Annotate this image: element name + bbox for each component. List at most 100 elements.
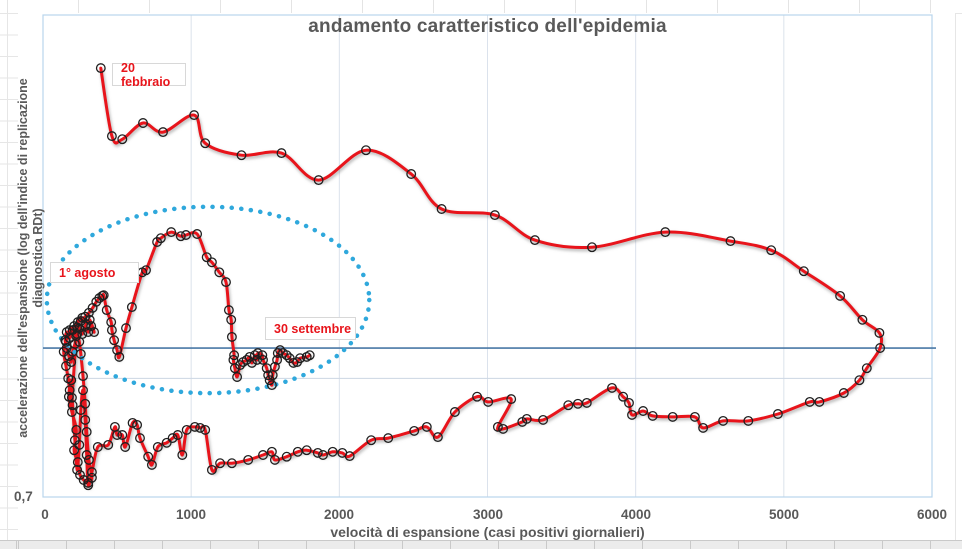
- annotation-20-febbraio[interactable]: 20 febbraio: [112, 60, 186, 89]
- data-point-marker: [80, 398, 91, 409]
- data-point-marker: [472, 391, 483, 402]
- data-point-marker: [177, 450, 188, 460]
- data-point-marker: [109, 421, 120, 432]
- x-tick-1000: 1000: [175, 507, 207, 522]
- data-point-marker: [221, 277, 231, 288]
- chart-object[interactable]: [18, 13, 955, 540]
- x-tick-2000: 2000: [323, 507, 355, 522]
- data-point-marker: [229, 350, 240, 361]
- data-point-marker: [232, 372, 243, 382]
- data-point-marker: [627, 409, 637, 420]
- data-point-marker: [226, 458, 237, 469]
- data-point-marker: [361, 145, 371, 156]
- data-point-marker: [409, 425, 420, 436]
- data-point-marker: [766, 245, 777, 256]
- data-point-marker: [214, 267, 225, 278]
- sheet-right-strip[interactable]: [955, 13, 962, 540]
- data-point-marker: [161, 437, 172, 448]
- data-point-marker: [67, 400, 78, 411]
- data-point-marker: [337, 447, 348, 458]
- data-point-marker: [86, 467, 97, 478]
- annotation-1-agosto-text: 1° agosto: [59, 265, 116, 280]
- data-point-marker: [61, 336, 71, 347]
- data-point-marker: [181, 230, 191, 240]
- data-point-marker: [295, 353, 306, 364]
- data-point-marker: [538, 414, 549, 425]
- data-point-marker: [106, 131, 117, 142]
- data-point-marker: [200, 138, 211, 149]
- x-tick-4000: 4000: [620, 507, 652, 522]
- data-point-marker: [81, 426, 92, 437]
- data-point-marker: [263, 370, 274, 381]
- data-point-marker: [101, 305, 112, 316]
- data-point-marker: [607, 382, 617, 393]
- data-point-marker: [121, 323, 131, 334]
- data-point-marker: [109, 335, 120, 346]
- sheet-bottom-cells-strip[interactable]: [0, 540, 962, 549]
- data-point-marker: [506, 394, 517, 405]
- data-point-marker: [292, 446, 303, 457]
- data-point-marker: [618, 391, 629, 402]
- data-point-marker: [483, 396, 494, 407]
- data-point-marker: [143, 451, 154, 462]
- data-point-marker: [698, 422, 709, 433]
- data-point-marker: [112, 345, 123, 356]
- highlight-ellipse: [44, 204, 372, 396]
- data-point-marker: [312, 447, 323, 458]
- data-point-marker: [327, 446, 338, 457]
- data-point-marker: [276, 148, 287, 159]
- data-point-marker: [167, 433, 178, 444]
- data-point-marker: [83, 454, 94, 465]
- data-point-marker: [814, 396, 825, 407]
- data-point-marker: [624, 397, 634, 408]
- data-point-marker: [106, 325, 117, 336]
- data-point-marker: [132, 419, 143, 430]
- data-point-marker: [798, 266, 809, 277]
- x-tick-6000: 6000: [916, 507, 948, 522]
- y-tick-0-7: 0,7: [14, 489, 33, 504]
- sheet-rows-strip[interactable]: [0, 13, 18, 540]
- plot-border: [42, 14, 933, 498]
- data-point-marker: [875, 343, 886, 353]
- data-point-marker: [175, 231, 186, 242]
- data-point-marker: [226, 314, 237, 325]
- data-point-marker: [71, 424, 82, 435]
- annotation-1-agosto[interactable]: 1° agosto: [50, 262, 139, 283]
- annotation-30-settembre[interactable]: 30 settembre: [265, 317, 356, 340]
- series-layer: [62, 66, 884, 488]
- data-point-marker: [563, 400, 574, 411]
- data-point-marker: [432, 432, 443, 443]
- data-point-marker: [95, 63, 106, 74]
- data-point-marker: [135, 433, 145, 444]
- data-point-marker: [155, 233, 166, 244]
- data-point-marker: [236, 150, 247, 161]
- x-axis-title: velocità di espansione (casi positivi gi…: [330, 524, 645, 540]
- data-point-marker: [436, 204, 447, 214]
- data-point-marker: [272, 354, 283, 365]
- data-point-marker: [226, 331, 237, 342]
- data-point-marker: [587, 242, 597, 253]
- data-point-marker: [206, 464, 217, 475]
- data-point-marker: [223, 305, 234, 316]
- data-point-marker: [69, 435, 80, 446]
- annotation-20-febbraio-text: 20 febbraio: [121, 60, 171, 89]
- data-point-marker: [126, 302, 137, 313]
- data-point-marker: [366, 435, 377, 446]
- data-point-marker: [804, 396, 815, 407]
- data-point-marker: [158, 127, 168, 138]
- data-point-marker: [206, 257, 217, 268]
- data-point-marker: [201, 252, 212, 263]
- data-point-marker: [281, 451, 292, 462]
- data-point-marker: [98, 290, 109, 301]
- data-point-marker: [772, 409, 783, 419]
- data-point-marker: [861, 363, 872, 374]
- data-point-marker: [313, 175, 324, 186]
- data-point-marker: [243, 454, 254, 465]
- data-point-marker: [80, 414, 91, 425]
- data-point-marker: [272, 348, 283, 359]
- data-point-marker: [258, 354, 268, 365]
- data-point-marker: [81, 450, 92, 460]
- data-point-marker: [120, 442, 131, 452]
